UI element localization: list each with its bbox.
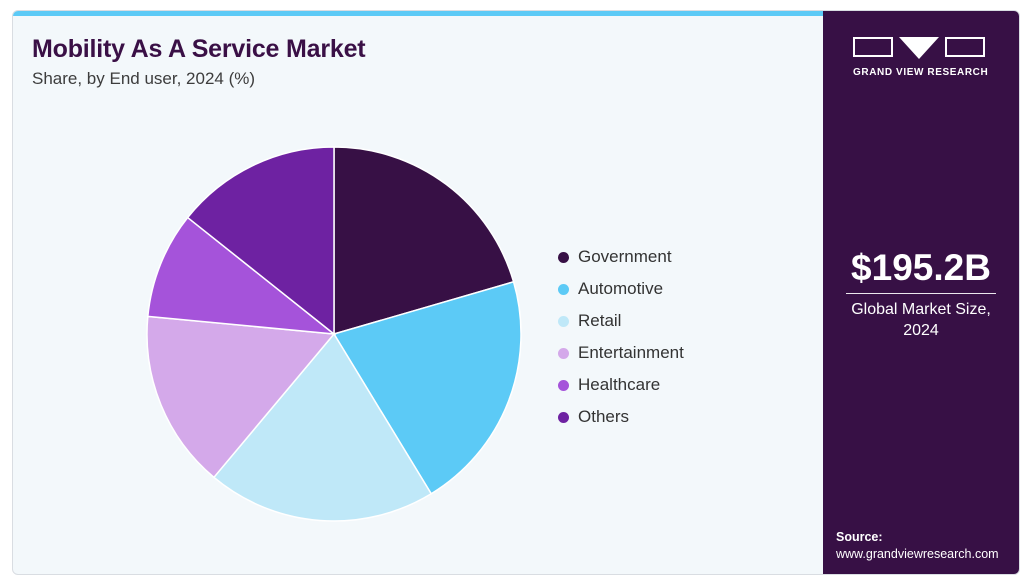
chart-legend: Government Automotive Retail Entertainment H… [558, 241, 684, 433]
legend-label: Retail [578, 311, 622, 330]
value-divider [846, 293, 996, 294]
pie-slice-retail [212, 332, 433, 522]
source-note: Source: www.grandviewresearch.com [836, 529, 999, 563]
pie-slice-automotive [332, 280, 522, 495]
legend-swatch [558, 347, 569, 359]
market-size-caption-line1: Global Market Size, [851, 301, 991, 318]
grand-view-research-logo: GRAND VIEW RESEARCH [853, 37, 993, 78]
pie-chart [146, 146, 522, 522]
source-label: Source: [836, 530, 883, 544]
pie-slice-government [333, 146, 515, 335]
legend-label: Healthcare [578, 375, 661, 394]
side-panel: GRAND VIEW RESEARCH $195.2B Global Marke… [823, 11, 1019, 574]
logo-g-box-icon [853, 37, 893, 57]
logo-v-triangle-icon [899, 37, 939, 59]
logo-mark-icon [853, 37, 993, 59]
source-url[interactable]: www.grandviewresearch.com [836, 547, 999, 561]
legend-item-healthcare: Healthcare [558, 369, 684, 401]
legend-label: Government [578, 247, 672, 266]
logo-r-box-icon [945, 37, 985, 57]
chart-card: Mobility As A Service Market Share, by E… [12, 10, 1020, 575]
legend-item-retail: Retail [558, 305, 684, 337]
market-size-value: $195.2B [851, 247, 991, 288]
legend-label: Automotive [578, 279, 664, 298]
legend-label: Others [578, 407, 630, 426]
pie-slice-others [186, 146, 335, 336]
logo-text: GRAND VIEW RESEARCH [853, 67, 989, 78]
legend-item-others: Others [558, 401, 684, 433]
pie-slice-healthcare [147, 216, 337, 335]
legend-swatch [558, 411, 569, 423]
legend-item-entertainment: Entertainment [558, 337, 684, 369]
legend-swatch [558, 315, 569, 327]
legend-swatch [558, 251, 569, 263]
chart-title: Mobility As A Service Market [32, 35, 366, 63]
market-size-caption-line2: 2024 [903, 322, 939, 339]
legend-swatch [558, 283, 569, 295]
legend-swatch [558, 379, 569, 391]
legend-item-automotive: Automotive [558, 273, 684, 305]
chart-subtitle: Share, by End user, 2024 (%) [32, 69, 256, 88]
accent-bar [13, 11, 823, 16]
market-size-caption: Global Market Size, 2024 [823, 299, 1019, 341]
pie-slice-entertainment [146, 315, 336, 479]
legend-item-government: Government [558, 241, 684, 273]
legend-label: Entertainment [578, 343, 684, 362]
